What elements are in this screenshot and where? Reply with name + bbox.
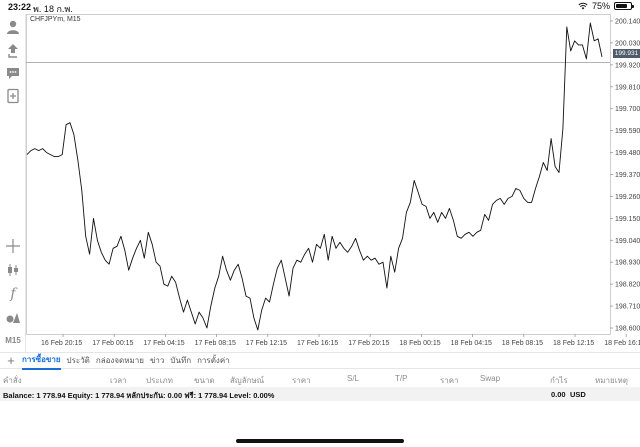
y-tick-label: 199.590 [615,128,640,135]
x-tick-label: 18 Feb 12:15 [553,340,594,347]
col-tp[interactable]: T/P [395,374,408,383]
objects-icon[interactable] [4,308,22,326]
tab-trade[interactable]: การซื้อขาย [22,351,61,370]
x-tick-label: 17 Feb 08:15 [195,340,236,347]
col-price[interactable]: ราคา [292,376,311,385]
col-current-price[interactable]: ราคา [440,376,459,385]
orders-table-header: คำสั่ง เวลา ประเภท ขนาด สัญลักษณ์ ราคา S… [0,370,640,386]
indicators-icon[interactable]: f [10,286,16,302]
col-swap[interactable]: Swap [480,374,501,383]
col-order[interactable]: คำสั่ง [3,376,22,385]
total-profit: 0.00 [551,390,566,399]
balance-summary: Balance: 1 778.94 Equity: 1 778.94 หลักป… [3,391,275,400]
chart-area[interactable]: 200.140 200.030 199.920 199.810 199.700 199.5… [26,14,640,352]
col-type[interactable]: ประเภท [146,376,173,385]
tab-settings[interactable]: การตั้งค่า [197,356,230,365]
y-tick-label: 200.140 [615,18,640,25]
col-profit[interactable]: กำไร [550,376,568,385]
x-tick-label: 18 Feb 16:15 [604,340,640,347]
home-indicator[interactable] [236,439,404,443]
col-symbol[interactable]: สัญลักษณ์ [230,376,265,385]
y-tick-label: 200.030 [615,40,640,47]
account-icon[interactable] [4,18,22,36]
tab-news[interactable]: ข่าว [149,356,165,365]
crosshair-icon[interactable] [4,237,22,255]
x-tick-label: 17 Feb 04:15 [143,340,184,347]
x-tick-label: 17 Feb 00:15 [92,340,133,347]
y-tick-label: 199.040 [615,238,640,245]
y-tick-label: 199.920 [615,62,640,69]
new-order-icon[interactable] [4,87,22,105]
chart-symbol-title: CHFJPYm, M15 [30,16,81,23]
chat-icon[interactable] [4,64,22,82]
y-tick-label: 198.930 [615,260,640,267]
col-time[interactable]: เวลา [110,376,127,385]
y-tick-label: 199.150 [615,216,640,223]
status-date: พ. 18 ก.พ. [33,4,73,14]
y-tick-label: 198.600 [615,326,640,333]
price-chart[interactable]: 200.140 200.030 199.920 199.810 199.700 199.5… [26,14,640,352]
terminal-tabs: + การซื้อขาย ประวัติ กล่องจดหมาย ข่าว บั… [0,351,640,370]
status-time: 23:22 [8,2,32,12]
price-series-line [26,22,603,331]
y-tick-label: 199.810 [615,84,640,91]
y-tick-label: 199.370 [615,172,640,179]
x-tick-label: 17 Feb 20:15 [348,340,389,347]
x-tick-label: 18 Feb 04:15 [451,340,492,347]
tab-mailbox[interactable]: กล่องจดหมาย [95,356,144,365]
y-tick-label: 199.700 [615,106,640,113]
status-bar: 23:22 พ. 18 ก.พ. 75% [0,0,640,14]
tab-journal[interactable]: บันทึก [170,356,192,365]
col-sl[interactable]: S/L [347,374,360,383]
x-tick-label: 18 Feb 08:15 [502,340,543,347]
col-comment[interactable]: หมายเหตุ [595,376,628,385]
battery-percent: 75% [591,1,610,11]
y-tick-label: 199.260 [615,194,640,201]
x-tick-label: 18 Feb 00:15 [399,340,440,347]
balance-row: Balance: 1 778.94 Equity: 1 778.94 หลักป… [0,387,640,401]
y-tick-label: 198.820 [615,282,640,289]
tab-history[interactable]: ประวัติ [66,356,90,365]
x-tick-label: 17 Feb 16:15 [297,340,338,347]
x-tick-label: 17 Feb 12:15 [246,340,287,347]
trade-arrows-icon[interactable] [4,41,22,59]
battery-fill [616,4,627,8]
battery-icon [614,2,634,10]
col-volume[interactable]: ขนาด [194,376,215,385]
account-currency: USD [570,390,586,399]
add-icon[interactable]: + [7,353,15,368]
status-right: 75% [578,1,634,11]
x-tick-label: 16 Feb 20:15 [41,340,82,347]
left-toolbar: f M15 [0,14,26,352]
y-tick-label: 198.710 [615,304,640,311]
timeframe-button[interactable]: M15 [5,336,21,345]
y-tick-label: 199.480 [615,150,640,157]
candles-icon[interactable] [4,261,22,279]
current-price-tag: 199.931 [613,49,640,58]
wifi-icon [578,2,588,10]
